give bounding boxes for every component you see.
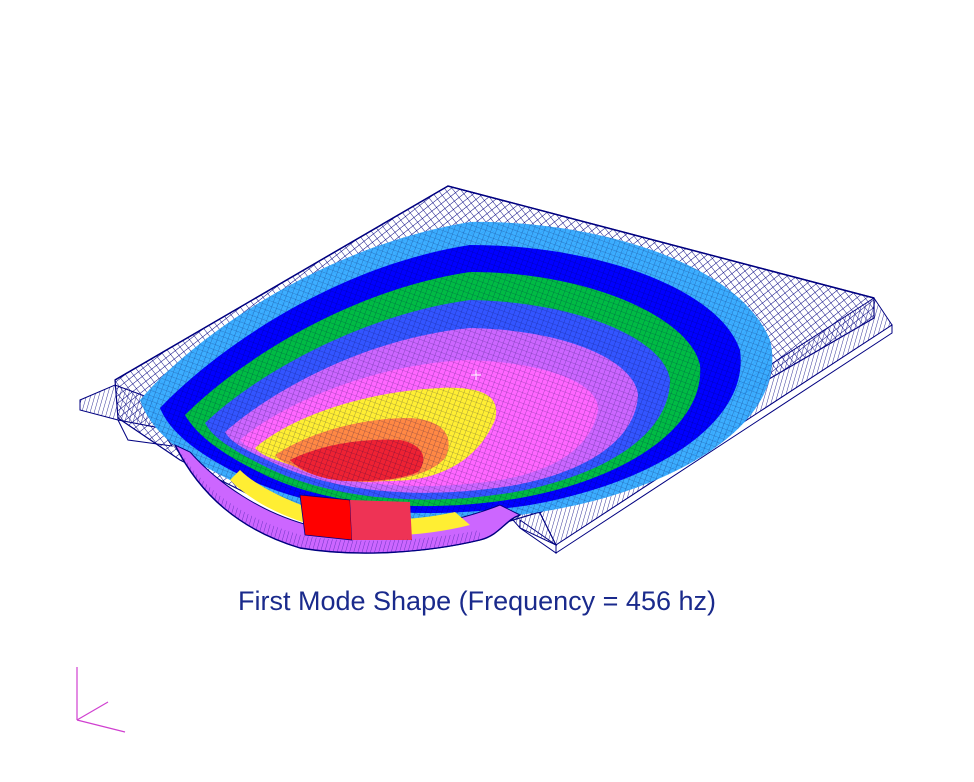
coordinate-triad-icon bbox=[76, 667, 126, 733]
deflected-underside bbox=[173, 443, 522, 554]
crosshair-icon bbox=[471, 370, 481, 380]
figure-caption: First Mode Shape (Frequency = 456 hz) bbox=[238, 586, 716, 616]
contour-bands bbox=[140, 221, 773, 521]
